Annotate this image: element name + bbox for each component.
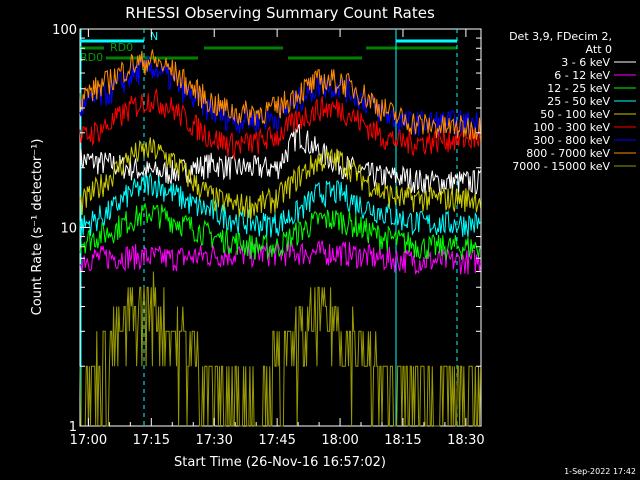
y-tick-label-0: 1 [69,420,77,435]
series-line-5 [79,88,482,161]
timestamp: 1-Sep-2022 17:42 [564,467,636,476]
legend-header-1: Att 0 [586,43,612,56]
series-line-7 [79,49,482,142]
series-line-4 [79,137,482,219]
y-axis-label: Count Rate (s⁻¹ detector⁻¹) [30,139,45,316]
series-line-3 [79,172,481,238]
legend-label-2: 12 - 25 keV [547,82,610,95]
series-line-0 [79,123,482,196]
legend-label-8: 7000 - 15000 keV [512,160,610,173]
y-tick-label-2: 100 [52,23,77,38]
legend-label-0: 3 - 6 keV [561,56,610,69]
legend-label-1: 6 - 12 keV [554,69,610,82]
x-tick-label-6: 18:30 [447,433,484,448]
ticks-layer: 17:00 17:15 17:30 17:45 18:00 18:15 18:30 1 10 10… [52,23,484,448]
chart-title: RHESSI Observing Summary Count Rates [125,4,435,22]
series-layer [79,49,482,427]
legend-label-3: 25 - 50 keV [547,95,610,108]
flag-label-n: N [150,30,158,43]
series-line-1 [79,239,482,275]
x-tick-label-5: 18:15 [384,433,421,448]
legend-label-7: 800 - 7000 keV [526,147,610,160]
y-tick-label-1: 10 [60,222,77,237]
x-tick-label-3: 17:45 [258,433,295,448]
x-tick-label-0: 17:00 [70,433,107,448]
x-tick-label-2: 17:30 [195,433,232,448]
flag-label-rd0-a: RD0 [110,41,133,54]
series-line-6 [79,55,482,137]
x-tick-label-4: 18:00 [321,433,358,448]
legend-label-6: 300 - 800 keV [533,134,610,147]
legend-header-0: Det 3,9, FDecim 2, [509,30,612,43]
flag-label-rd0-b: RD0 [80,51,103,64]
legend-label-5: 100 - 300 keV [533,121,610,134]
series-line-8 [79,271,482,427]
series-line-2 [79,203,482,260]
x-axis-label: Start Time (26-Nov-16 16:57:02) [174,455,386,470]
x-tick-label-1: 17:15 [133,433,170,448]
flag-bars [80,39,457,60]
legend-label-4: 50 - 100 keV [540,108,610,121]
